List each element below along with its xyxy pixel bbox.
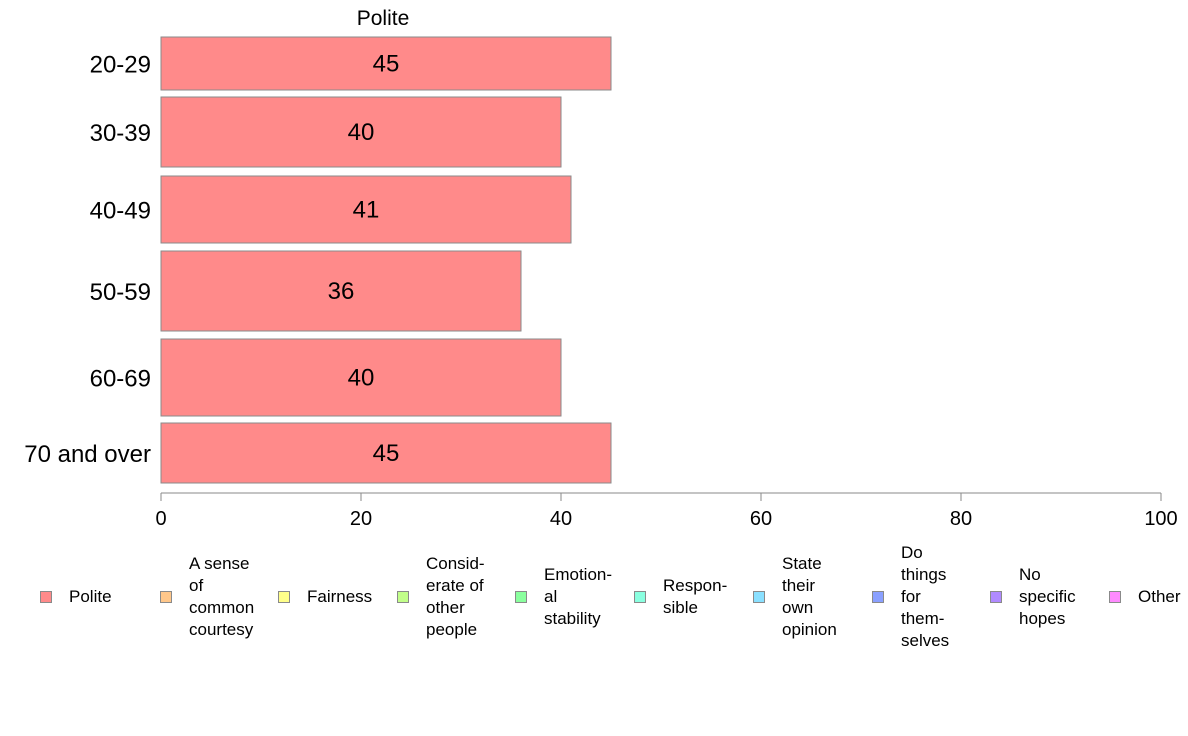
legend-swatch	[1109, 591, 1121, 603]
bar-value-label: 40	[348, 365, 375, 392]
category-label: 40-49	[90, 198, 151, 225]
legend-item: Do things for them- selves	[872, 540, 949, 654]
legend-label: Other	[1138, 587, 1181, 606]
legend-label: State their own opinion	[782, 554, 837, 639]
x-tick-label: 60	[750, 508, 772, 530]
bar	[160, 36, 612, 91]
x-tick-label: 100	[1144, 508, 1177, 530]
legend-label: Fairness	[307, 587, 373, 606]
legend-swatch	[160, 591, 172, 603]
bar-value-label: 45	[373, 440, 400, 467]
x-axis: 0 20 40 60 80 100	[155, 492, 1178, 530]
legend-label: Do things for them- selves	[901, 543, 950, 650]
legend-swatch	[40, 591, 52, 603]
x-tick-label: 80	[950, 508, 972, 530]
category-label: 50-59	[90, 279, 151, 306]
legend-item: Emotion- al stability	[515, 540, 612, 654]
bar-value-label: 41	[353, 197, 380, 224]
bar-chart: Polite 45 20-29 40 30-39 41 40-49 36 50-59 40 60-…	[24, 7, 1178, 530]
legend-swatch	[753, 591, 765, 603]
legend-item: Fairness	[278, 540, 372, 654]
legend-label: Polite	[69, 587, 112, 606]
legend-item: Respon- sible	[634, 540, 727, 654]
legend-swatch	[278, 591, 290, 603]
legend-label: Respon- sible	[663, 576, 728, 617]
category-label: 70 and over	[24, 441, 151, 468]
legend-label: Consid- erate of other people	[426, 554, 485, 639]
bar	[160, 338, 562, 417]
bar	[160, 422, 612, 484]
x-tick-label: 20	[350, 508, 372, 530]
legend: Polite A sense of common courtesy Fairness…	[0, 540, 1188, 660]
legend-swatch	[515, 591, 527, 603]
legend-label: No specific hopes	[1019, 565, 1076, 628]
legend-label: A sense of common courtesy	[189, 554, 255, 639]
legend-swatch	[634, 591, 646, 603]
chart-title: Polite	[357, 7, 410, 30]
bar-value-label: 36	[328, 278, 355, 305]
legend-item: Polite	[40, 540, 112, 654]
legend-label: Emotion- al stability	[544, 565, 613, 628]
x-tick-label: 0	[155, 508, 166, 530]
category-label: 30-39	[90, 120, 151, 147]
category-label: 60-69	[90, 366, 151, 393]
bar-value-label: 45	[373, 51, 400, 78]
bar-value-label: 40	[348, 119, 375, 146]
legend-item: Consid- erate of other people	[397, 540, 485, 654]
bar	[160, 250, 522, 332]
category-label: 20-29	[90, 52, 151, 79]
legend-item: State their own opinion	[753, 540, 837, 654]
legend-swatch	[990, 591, 1002, 603]
bar	[160, 96, 562, 168]
legend-item: Other	[1109, 540, 1181, 654]
legend-item: No specific hopes	[990, 540, 1076, 654]
legend-swatch	[397, 591, 409, 603]
bar	[160, 175, 572, 244]
legend-swatch	[872, 591, 884, 603]
x-tick-label: 40	[550, 508, 572, 530]
legend-item: A sense of common courtesy	[160, 540, 254, 654]
